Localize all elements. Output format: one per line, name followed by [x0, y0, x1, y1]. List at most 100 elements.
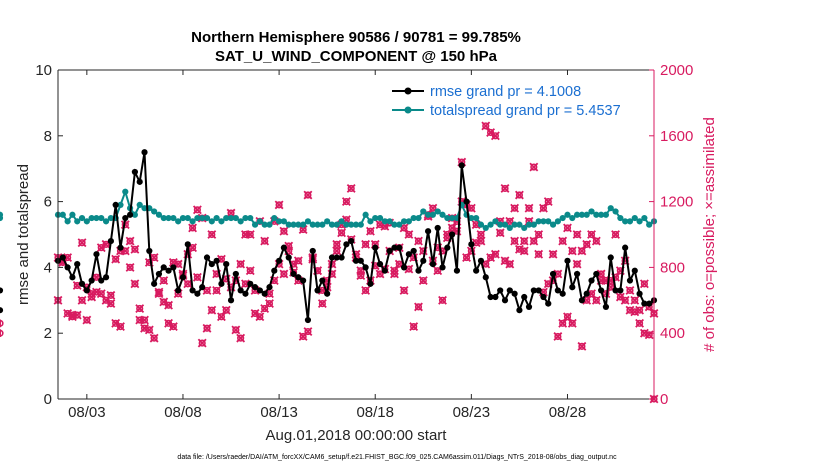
- rmse-point: [449, 231, 456, 238]
- rmse-point: [535, 287, 542, 294]
- totalspread-point: [545, 218, 552, 225]
- rmse-point: [131, 168, 139, 176]
- totalspread-point: [314, 221, 321, 228]
- totalspread-point: [141, 205, 148, 212]
- rmse-point: [458, 162, 465, 169]
- totalspread-point: [381, 218, 388, 225]
- totalspread-point: [247, 214, 254, 222]
- totalspread-point: [285, 221, 292, 228]
- obs-possible-point: [639, 279, 649, 289]
- obs-possible-point: [192, 272, 202, 282]
- totalspread-point: [261, 221, 268, 228]
- totalspread-point: [0, 214, 4, 222]
- rmse-point: [588, 277, 595, 284]
- rmse-point: [218, 280, 225, 287]
- obs-possible-point: [630, 295, 640, 305]
- totalspread-point: [107, 214, 114, 222]
- totalspread-point: [237, 218, 244, 225]
- totalspread-point: [59, 211, 66, 218]
- totalspread-point: [535, 218, 542, 225]
- rmse-point: [256, 287, 263, 294]
- legend-totalspread-marker: [404, 106, 412, 114]
- rmse-point: [179, 274, 187, 281]
- totalspread-point: [362, 211, 369, 218]
- totalspread-point: [151, 208, 158, 215]
- obs-assimilated-point: [490, 131, 500, 141]
- obs-assimilated-point: [399, 285, 409, 295]
- obs-possible-point: [404, 230, 414, 239]
- y-tick-label-right: 400: [660, 325, 685, 342]
- y-tick-label-left: 8: [44, 128, 52, 145]
- obs-assimilated-point: [611, 230, 620, 239]
- totalspread-point: [131, 211, 139, 218]
- obs-assimilated-point: [644, 330, 654, 340]
- totalspread-point: [602, 211, 610, 218]
- totalspread-point: [74, 218, 81, 225]
- totalspread-point: [184, 214, 191, 222]
- rmse-point: [189, 287, 196, 294]
- obs-possible-point: [279, 226, 289, 236]
- totalspread-point: [251, 221, 259, 228]
- rmse-point: [213, 257, 220, 264]
- totalspread-point: [405, 218, 412, 225]
- totalspread-point: [69, 211, 76, 218]
- totalspread-point: [400, 218, 408, 225]
- rmse-point: [564, 257, 571, 264]
- rmse-point: [434, 224, 441, 232]
- rmse-point: [439, 264, 446, 271]
- rmse-point: [405, 251, 412, 258]
- obs-possible-point: [130, 244, 140, 254]
- totalspread-point: [213, 214, 220, 222]
- obs-possible-point: [341, 197, 351, 207]
- y-tick-label-right: 1200: [660, 194, 693, 211]
- obs-assimilated-point: [116, 322, 125, 332]
- obs-assimilated-point: [563, 312, 572, 322]
- obs-assimilated-point: [635, 318, 645, 328]
- rmse-point: [549, 270, 557, 278]
- x-tick-label: 08/08: [164, 404, 202, 421]
- y-axis-label-left: rmse and totalspread: [15, 164, 32, 305]
- rmse-point: [328, 254, 336, 261]
- rmse-point: [146, 247, 153, 255]
- obs-assimilated-point: [207, 305, 217, 315]
- totalspread-point: [208, 218, 215, 225]
- rmse-point: [242, 290, 249, 297]
- obs-assimilated-point: [510, 236, 520, 246]
- obs-assimilated-point: [529, 162, 539, 172]
- obs-possible-point: [346, 184, 356, 193]
- rmse-point: [482, 274, 489, 281]
- totalspread-point: [511, 221, 518, 228]
- obs-possible-point: [0, 329, 4, 337]
- obs-possible-point: [510, 203, 520, 213]
- obs-assimilated-point: [577, 341, 587, 351]
- y-tick-label-left: 2: [44, 325, 52, 342]
- y-tick-label-left: 10: [35, 62, 52, 79]
- obs-assimilated-point: [558, 318, 568, 328]
- rmse-point: [578, 297, 586, 304]
- rmse-point: [415, 267, 422, 274]
- rmse-point: [102, 274, 110, 281]
- series-lines: [0, 149, 658, 324]
- rmse-point: [410, 247, 417, 255]
- obs-assimilated-point: [188, 223, 198, 233]
- obs-possible-point: [77, 295, 87, 305]
- rmse-point: [540, 293, 547, 301]
- totalspread-point: [98, 214, 105, 222]
- rmse-point: [631, 267, 638, 274]
- totalspread-point: [372, 214, 379, 222]
- totalspread-point: [78, 214, 86, 222]
- rmse-point: [98, 277, 105, 284]
- totalspread-point: [280, 218, 288, 225]
- rmse-point: [69, 274, 76, 281]
- rmse-point: [175, 287, 182, 294]
- obs-assimilated-point: [534, 249, 544, 259]
- rmse-point: [583, 290, 590, 297]
- obs-assimilated-point: [337, 228, 347, 238]
- rmse-point: [622, 244, 629, 251]
- totalspread-point: [530, 221, 537, 228]
- totalspread-point: [473, 214, 480, 222]
- totalspread-point: [194, 214, 201, 222]
- obs-possible-point: [587, 230, 596, 239]
- obs-possible-point: [572, 230, 582, 239]
- obs-possible-point: [529, 236, 539, 246]
